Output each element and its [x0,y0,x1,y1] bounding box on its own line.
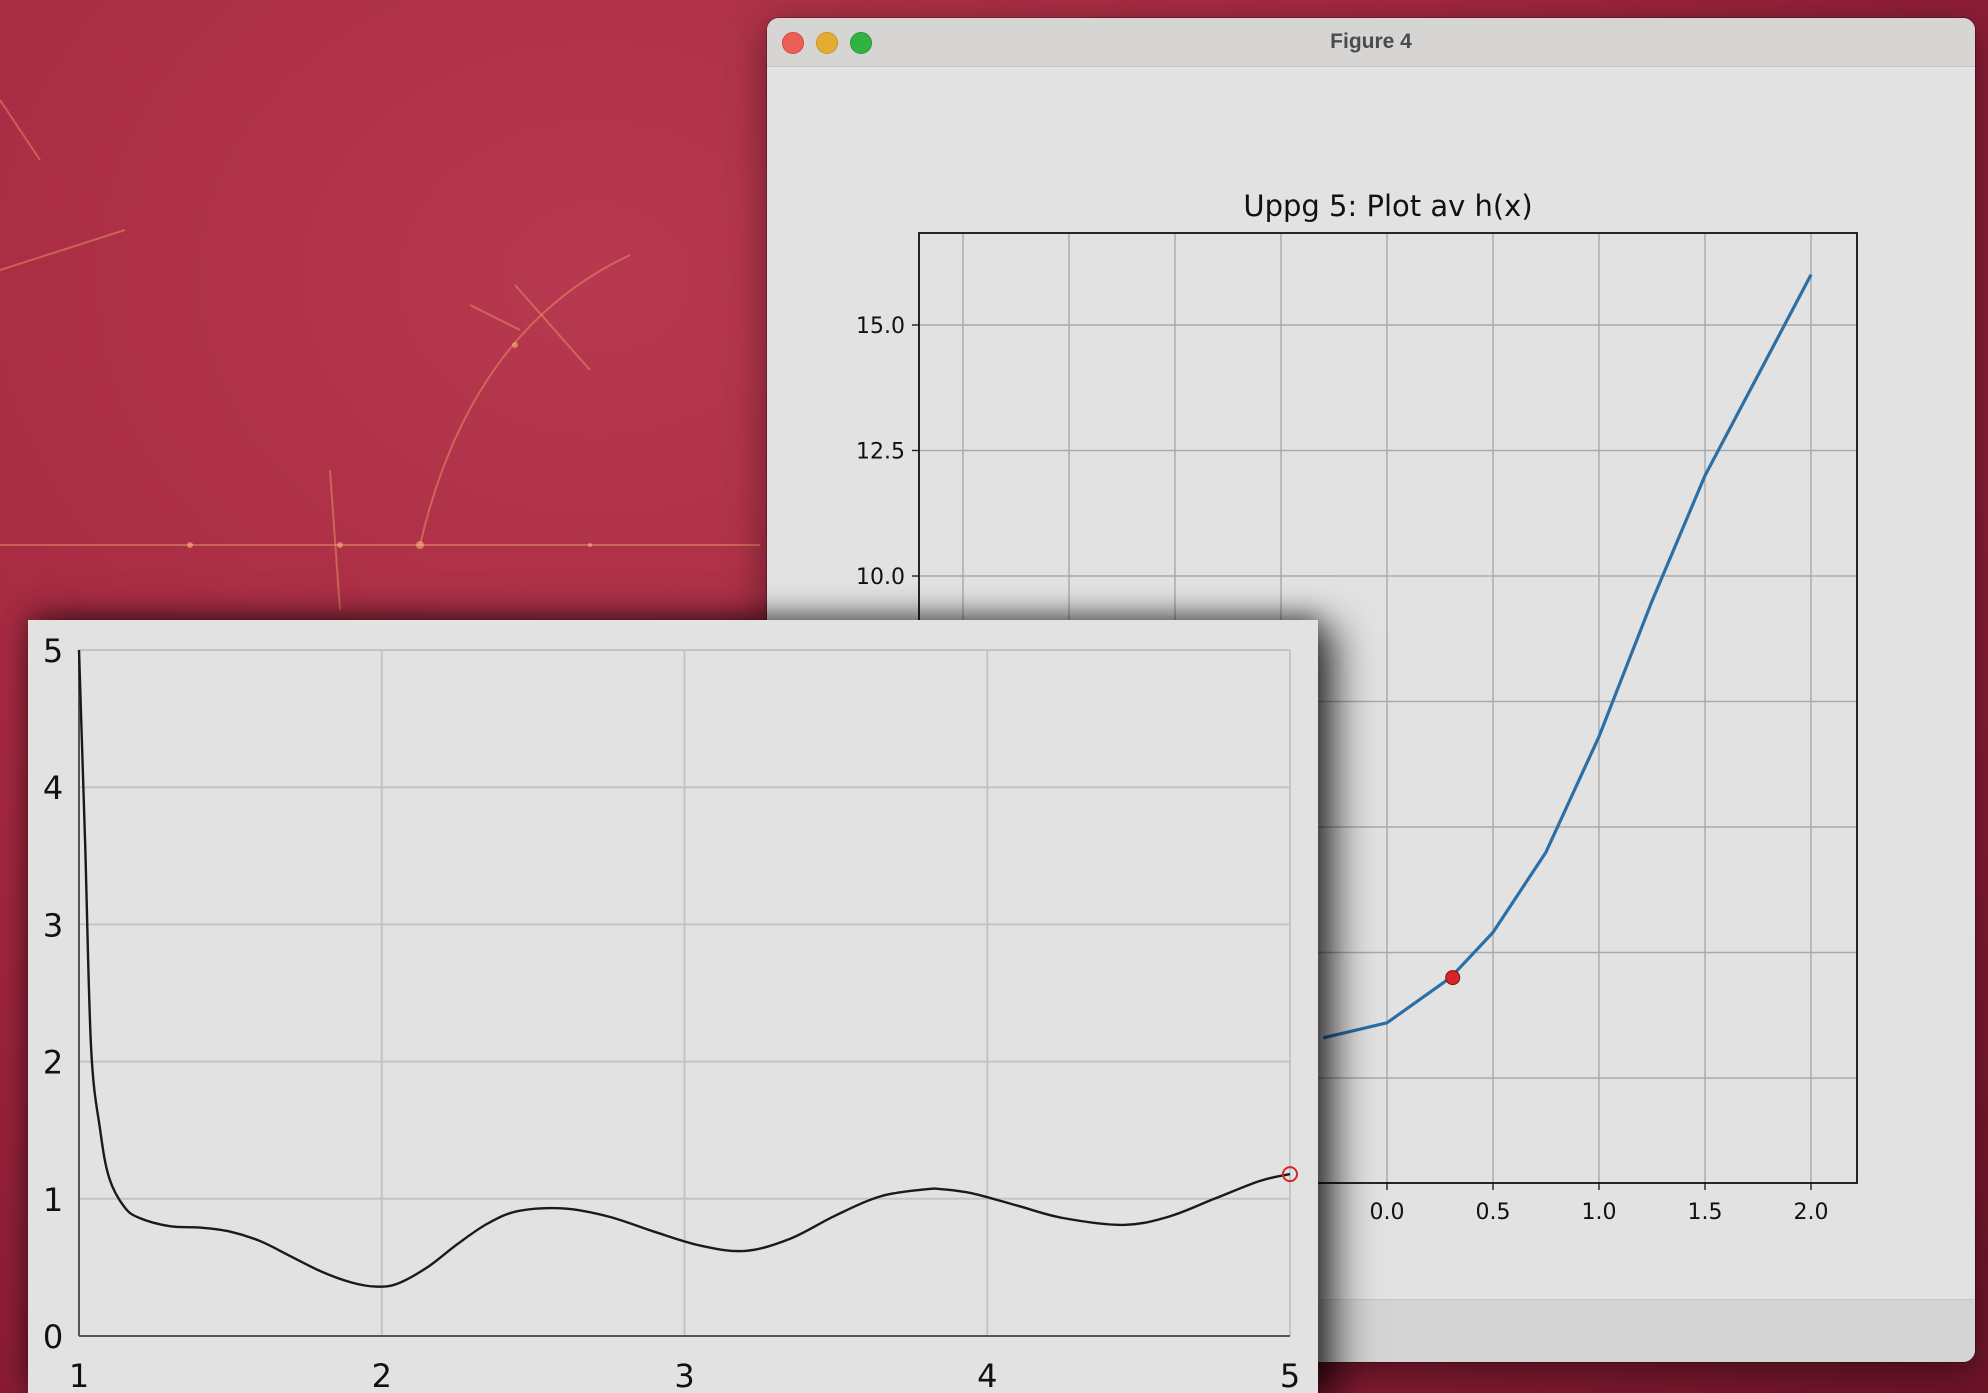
plot-title: Uppg 5: Plot av h(x) [1243,189,1532,223]
signal-curve [77,649,1291,1288]
h-curve [1323,274,1813,1040]
endpoint-marker [1282,1166,1298,1183]
x-tick-label: 0.0 [1370,1200,1405,1225]
x-tick-label: 3 [674,1357,694,1393]
x-tick-label: 5 [1280,1357,1300,1393]
y-tick-label: 5 [43,632,63,670]
x-tick-label: 0.5 [1476,1200,1511,1225]
y-tick-label: 12.5 [856,440,905,465]
minimize-button[interactable] [816,32,838,54]
x-tick-label: 1 [69,1357,89,1393]
y-tick-label: 2 [43,1044,63,1082]
x-tick-label: 1.5 [1688,1200,1723,1225]
x-tick-label: 2.0 [1794,1200,1829,1225]
y-tick-label: 3 [43,906,63,944]
y-tick-label: 0 [43,1318,63,1356]
x-tick-label: 1.0 [1582,1200,1617,1225]
y-tick-label: 1 [43,1181,63,1219]
y-tick-label: 4 [43,769,63,807]
y-tick-label: 15.0 [856,314,905,339]
point-marker [1445,970,1461,986]
y-tick-label: 10.0 [856,565,905,590]
zoom-button[interactable] [850,32,872,54]
x-tick-label: 4 [977,1357,997,1393]
x-tick-label: 2 [372,1357,392,1393]
close-button[interactable] [782,32,804,54]
window-title: Figure 4 [1330,30,1412,53]
title-bar[interactable]: Figure 4 [767,18,1975,67]
